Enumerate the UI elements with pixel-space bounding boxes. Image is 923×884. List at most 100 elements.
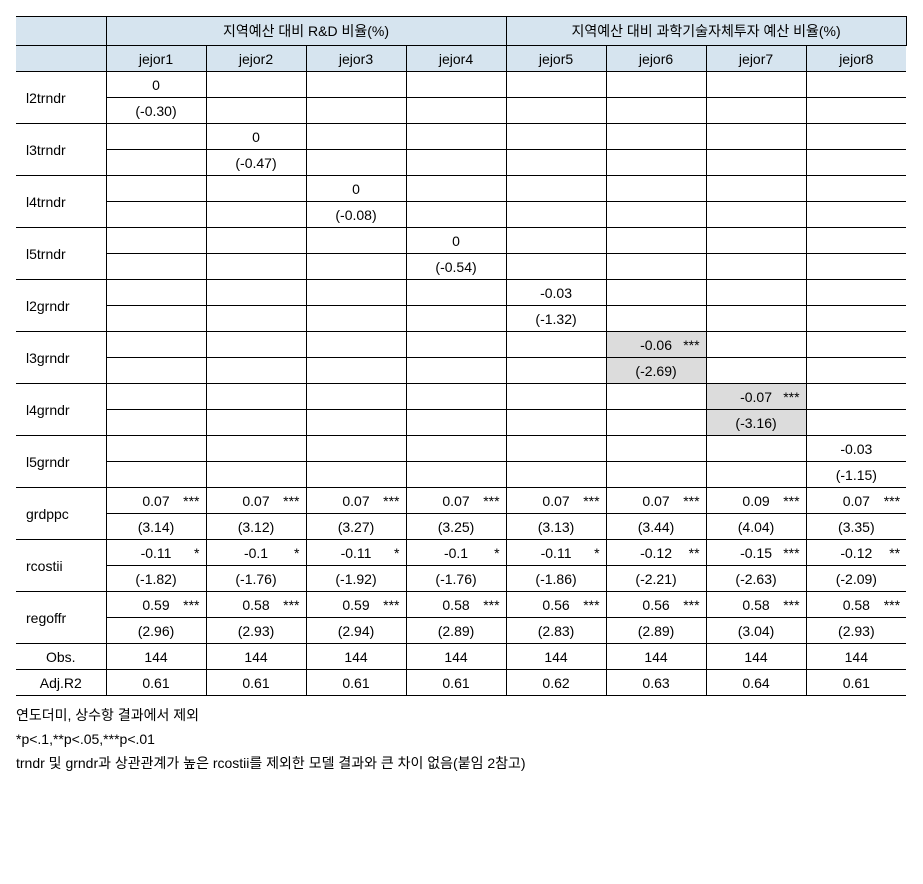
value-cell: [206, 436, 306, 462]
row-label: l5trndr: [16, 228, 106, 280]
value-cell: 0.61: [306, 670, 406, 696]
value-cell: 0.63: [606, 670, 706, 696]
value-cell: 144: [506, 644, 606, 670]
value-cell: [406, 280, 506, 306]
footnotes: 연도더미, 상수항 결과에서 제외*p<.1,**p<.05,***p<.01t…: [16, 704, 906, 775]
tstat-cell: (-0.08): [306, 202, 406, 228]
tstat-cell: [706, 358, 806, 384]
tstat-cell: (3.13): [506, 514, 606, 540]
value-cell: [406, 436, 506, 462]
tstat-cell: [506, 150, 606, 176]
row-label: l2trndr: [16, 72, 106, 124]
value-cell: [606, 228, 706, 254]
value-cell: -0.07***: [706, 384, 806, 410]
tstat-cell: [306, 358, 406, 384]
tstat-cell: [606, 150, 706, 176]
tstat-cell: (-3.16): [706, 410, 806, 436]
tstat-cell: (-2.69): [606, 358, 706, 384]
value-cell: [306, 72, 406, 98]
value-cell: [306, 384, 406, 410]
tstat-cell: [806, 202, 906, 228]
value-cell: [106, 436, 206, 462]
value-cell: 144: [306, 644, 406, 670]
tstat-cell: [306, 306, 406, 332]
tstat-cell: [206, 202, 306, 228]
value-cell: 0: [106, 72, 206, 98]
value-cell: [306, 280, 406, 306]
value-cell: [606, 72, 706, 98]
row-label: l3trndr: [16, 124, 106, 176]
value-cell: 0.61: [106, 670, 206, 696]
tstat-cell: [306, 462, 406, 488]
tstat-cell: (3.25): [406, 514, 506, 540]
tstat-cell: (-1.32): [506, 306, 606, 332]
value-cell: [106, 280, 206, 306]
value-cell: [606, 436, 706, 462]
value-cell: [406, 384, 506, 410]
value-cell: -0.1*: [206, 540, 306, 566]
value-cell: 0.09***: [706, 488, 806, 514]
value-cell: [706, 280, 806, 306]
tstat-cell: [806, 306, 906, 332]
tstat-cell: (4.04): [706, 514, 806, 540]
table-header: 지역예산 대비 R&D 비율(%) 지역예산 대비 과학기술자체투자 예산 비율…: [16, 17, 906, 72]
column-header: jejor4: [406, 46, 506, 72]
tstat-cell: [306, 410, 406, 436]
value-cell: [806, 384, 906, 410]
row-label: l3grndr: [16, 332, 106, 384]
value-cell: 0: [306, 176, 406, 202]
value-cell: [706, 436, 806, 462]
value-cell: [706, 176, 806, 202]
column-header: jejor3: [306, 46, 406, 72]
value-cell: 0.07***: [606, 488, 706, 514]
tstat-cell: [706, 150, 806, 176]
column-header: jejor1: [106, 46, 206, 72]
column-header: jejor5: [506, 46, 606, 72]
value-cell: [206, 332, 306, 358]
tstat-cell: (-1.15): [806, 462, 906, 488]
tstat-cell: (-1.82): [106, 566, 206, 592]
tstat-cell: (-2.63): [706, 566, 806, 592]
value-cell: [106, 176, 206, 202]
tstat-cell: [606, 410, 706, 436]
row-label: l4trndr: [16, 176, 106, 228]
value-cell: 0.59***: [306, 592, 406, 618]
tstat-cell: [106, 254, 206, 280]
value-cell: [706, 332, 806, 358]
value-cell: -0.03: [506, 280, 606, 306]
value-cell: [806, 124, 906, 150]
value-cell: [106, 124, 206, 150]
value-cell: [106, 228, 206, 254]
row-label: grdppc: [16, 488, 106, 540]
column-header: jejor7: [706, 46, 806, 72]
value-cell: [206, 384, 306, 410]
value-cell: 0.61: [806, 670, 906, 696]
tstat-cell: [306, 254, 406, 280]
value-cell: 0.61: [406, 670, 506, 696]
value-cell: [706, 228, 806, 254]
table-body: l2trndr0(-0.30)l3trndr0(-0.47)l4trndr0(-…: [16, 72, 906, 696]
value-cell: [506, 124, 606, 150]
value-cell: [306, 436, 406, 462]
value-cell: [506, 176, 606, 202]
tstat-cell: (2.89): [606, 618, 706, 644]
value-cell: [406, 124, 506, 150]
footnote-line: *p<.1,**p<.05,***p<.01: [16, 728, 906, 752]
value-cell: 0.07***: [206, 488, 306, 514]
tstat-cell: (-2.21): [606, 566, 706, 592]
value-cell: [806, 228, 906, 254]
value-cell: [806, 280, 906, 306]
tstat-cell: [406, 358, 506, 384]
header-group-1: 지역예산 대비 R&D 비율(%): [106, 17, 506, 46]
value-cell: 0.58***: [406, 592, 506, 618]
column-header: jejor8: [806, 46, 906, 72]
tstat-cell: [106, 410, 206, 436]
value-cell: [406, 176, 506, 202]
value-cell: -0.15***: [706, 540, 806, 566]
value-cell: 0: [406, 228, 506, 254]
tstat-cell: (-2.09): [806, 566, 906, 592]
value-cell: [806, 72, 906, 98]
value-cell: -0.06***: [606, 332, 706, 358]
value-cell: -0.12**: [806, 540, 906, 566]
header-group-2: 지역예산 대비 과학기술자체투자 예산 비율(%): [506, 17, 906, 46]
